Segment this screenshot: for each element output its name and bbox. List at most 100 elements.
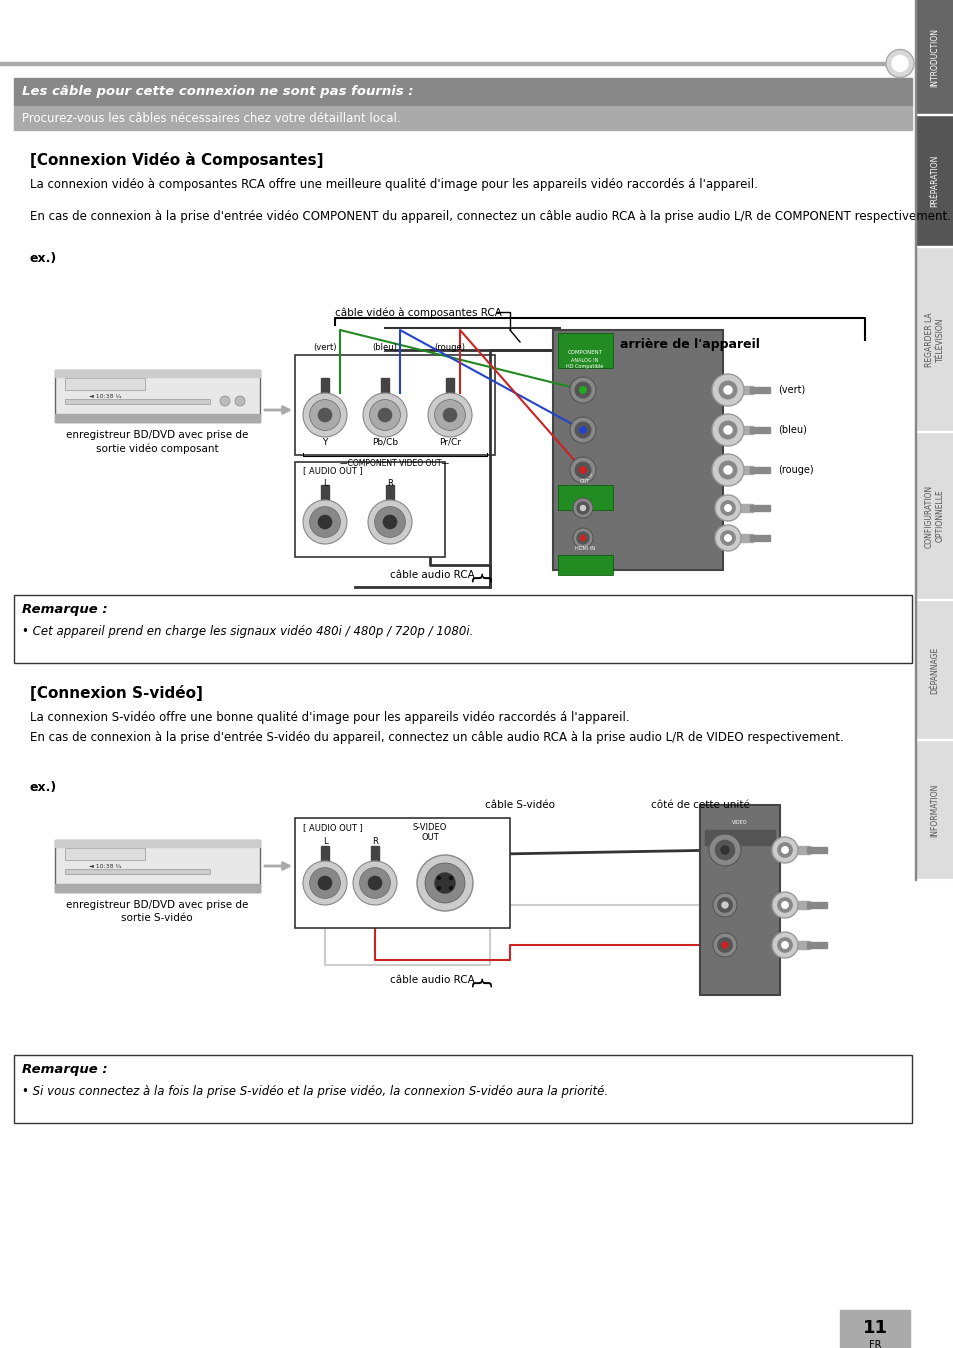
Bar xyxy=(915,600,953,740)
Circle shape xyxy=(720,501,735,515)
Text: (bleu): (bleu) xyxy=(373,342,397,352)
Circle shape xyxy=(724,504,731,511)
Circle shape xyxy=(378,408,391,422)
Circle shape xyxy=(310,868,340,898)
Bar xyxy=(749,535,769,541)
Circle shape xyxy=(575,383,590,398)
Circle shape xyxy=(777,938,791,952)
Circle shape xyxy=(717,938,732,952)
Text: {: { xyxy=(468,977,488,991)
Circle shape xyxy=(303,500,347,545)
Circle shape xyxy=(310,507,340,538)
Bar xyxy=(914,0,915,880)
Bar xyxy=(784,941,809,949)
Circle shape xyxy=(714,495,740,520)
Circle shape xyxy=(577,501,588,514)
Circle shape xyxy=(443,408,456,422)
Text: S-VIDEO: S-VIDEO xyxy=(413,824,447,832)
Bar xyxy=(749,466,769,473)
Bar xyxy=(806,847,826,853)
Text: [ AUDIO OUT ]: [ AUDIO OUT ] xyxy=(303,466,362,474)
Text: ◄ 10:38 ¼: ◄ 10:38 ¼ xyxy=(89,394,121,399)
Circle shape xyxy=(781,942,787,948)
Text: OUT: OUT xyxy=(579,479,590,484)
Text: enregistreur BD/DVD avec prise de
sortie S-vidéo: enregistreur BD/DVD avec prise de sortie… xyxy=(66,900,248,923)
Circle shape xyxy=(318,876,332,890)
Text: R: R xyxy=(387,479,393,488)
Circle shape xyxy=(579,387,586,394)
Circle shape xyxy=(577,532,588,545)
Circle shape xyxy=(303,394,347,437)
Bar xyxy=(727,386,752,394)
Bar xyxy=(727,504,752,512)
Text: câble vidéo à composantes RCA: câble vidéo à composantes RCA xyxy=(335,307,501,318)
Circle shape xyxy=(777,898,791,913)
Text: AUDIO: AUDIO xyxy=(577,473,593,479)
Circle shape xyxy=(719,461,736,479)
Bar xyxy=(558,555,613,576)
Circle shape xyxy=(720,847,728,855)
Text: Remarque :: Remarque : xyxy=(22,603,108,616)
Text: VIDEO: VIDEO xyxy=(732,820,747,825)
Circle shape xyxy=(428,394,472,437)
Circle shape xyxy=(711,373,743,406)
Circle shape xyxy=(569,417,596,443)
Text: ◄ 10:38 ¼: ◄ 10:38 ¼ xyxy=(89,864,121,868)
Circle shape xyxy=(771,837,797,863)
Bar xyxy=(704,830,774,845)
Text: Remarque :: Remarque : xyxy=(22,1064,108,1076)
Text: (bleu): (bleu) xyxy=(778,425,806,435)
Bar xyxy=(55,414,260,422)
Bar xyxy=(55,369,260,422)
Text: enregistreur BD/DVD avec prise de
sortie vidéo composant: enregistreur BD/DVD avec prise de sortie… xyxy=(66,430,248,454)
Bar xyxy=(14,594,911,663)
Bar xyxy=(65,869,210,874)
Text: [Connexion S-vidéo]: [Connexion S-vidéo] xyxy=(30,685,203,701)
Text: câble S-vidéo: câble S-vidéo xyxy=(484,799,555,810)
Bar xyxy=(386,485,394,500)
Text: L: L xyxy=(322,837,327,847)
Circle shape xyxy=(318,515,332,528)
Circle shape xyxy=(435,874,455,892)
Bar xyxy=(749,506,769,511)
Circle shape xyxy=(720,531,735,545)
Circle shape xyxy=(310,399,340,430)
Text: • Cet appareil prend en charge les signaux vidéo 480i / 480p / 720p / 1080i.: • Cet appareil prend en charge les signa… xyxy=(22,625,473,638)
Text: PRÉPARATION: PRÉPARATION xyxy=(929,155,939,208)
Bar xyxy=(294,462,444,557)
Circle shape xyxy=(359,868,390,898)
Circle shape xyxy=(715,840,734,860)
Text: côté de cette unité: côté de cette unité xyxy=(650,799,749,810)
Circle shape xyxy=(708,834,740,865)
Bar xyxy=(727,426,752,434)
Bar xyxy=(65,848,145,860)
Text: câble audio RCA: câble audio RCA xyxy=(389,975,474,985)
Text: OUT: OUT xyxy=(420,833,438,842)
Text: COMPONENT: COMPONENT xyxy=(567,350,602,355)
Circle shape xyxy=(723,466,731,474)
Circle shape xyxy=(712,892,737,917)
Text: câble audio RCA: câble audio RCA xyxy=(389,570,474,580)
Text: L: L xyxy=(322,479,327,488)
Bar xyxy=(915,740,953,880)
Text: DÉPANNAGE: DÉPANNAGE xyxy=(929,647,939,694)
Circle shape xyxy=(368,876,381,890)
Circle shape xyxy=(437,876,440,879)
Text: INFORMATION: INFORMATION xyxy=(929,783,939,837)
Text: R: R xyxy=(372,837,377,847)
Circle shape xyxy=(220,396,230,406)
Bar xyxy=(65,377,145,390)
Circle shape xyxy=(781,902,787,909)
Text: (rouge): (rouge) xyxy=(778,465,813,474)
Bar xyxy=(14,78,911,106)
Circle shape xyxy=(318,408,332,422)
Text: [Connexion Vidéo à Composantes]: [Connexion Vidéo à Composantes] xyxy=(30,152,323,168)
Text: 11: 11 xyxy=(862,1318,886,1337)
Bar xyxy=(320,485,329,500)
Bar xyxy=(14,1055,911,1123)
Text: ex.): ex.) xyxy=(30,780,57,794)
Bar xyxy=(558,485,613,510)
Bar xyxy=(749,387,769,394)
Circle shape xyxy=(363,394,407,437)
Text: ANALOG IN: ANALOG IN xyxy=(571,359,598,363)
